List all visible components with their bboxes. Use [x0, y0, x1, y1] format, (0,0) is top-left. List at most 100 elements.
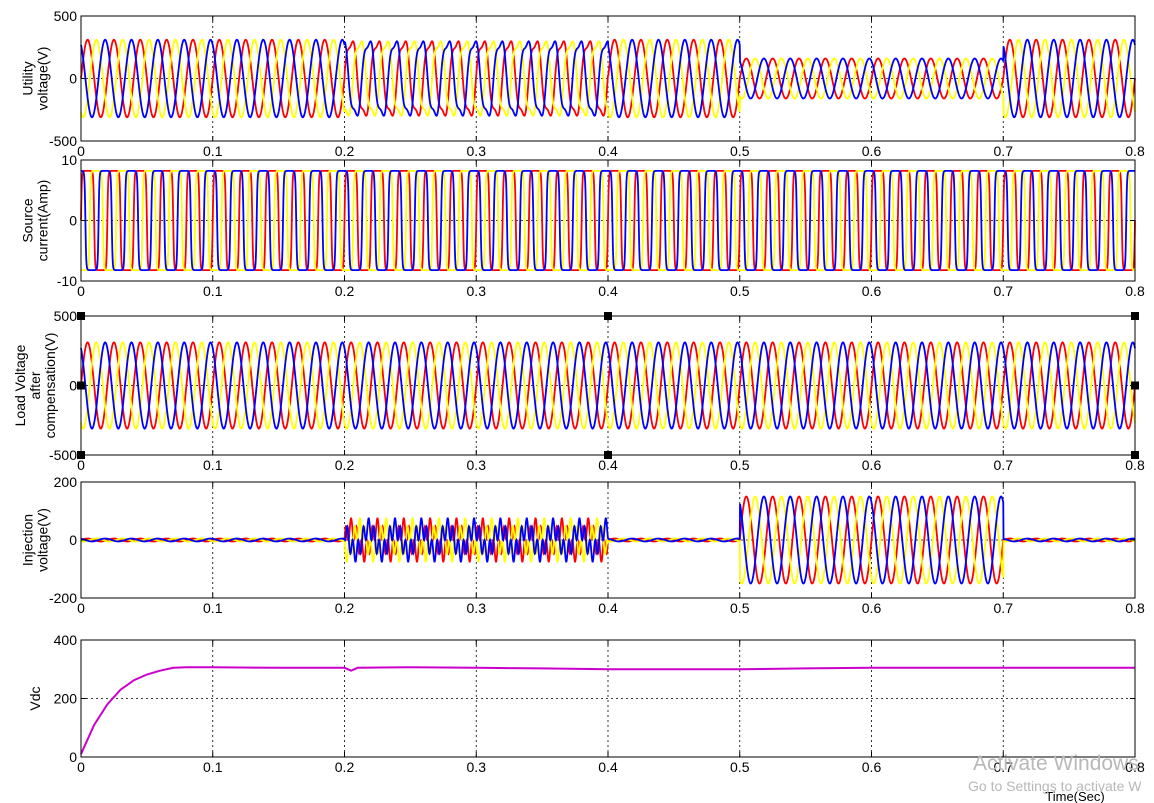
- traces: [80, 495, 1136, 585]
- y-tick-label: 0: [69, 213, 77, 229]
- y-axis-label: Vdc: [27, 686, 43, 710]
- x-tick-label: 0.4: [598, 457, 618, 473]
- x-tick-label: 0.5: [730, 283, 750, 299]
- y-tick-label: -500: [49, 133, 77, 149]
- y-tick-label: 0: [69, 378, 77, 394]
- series-line-3: [80, 341, 1136, 430]
- x-tick-label: 0.4: [598, 143, 618, 159]
- x-tick-label: 0.5: [730, 143, 750, 159]
- x-tick-label: 0.2: [335, 457, 355, 473]
- x-tick-label: 0.5: [730, 759, 750, 775]
- series-line-1: [80, 38, 1136, 119]
- x-tick-label: 0.8: [1125, 283, 1145, 299]
- traces: [80, 341, 1136, 430]
- series-line-2: [80, 495, 1136, 585]
- selection-handle[interactable]: [1131, 312, 1139, 320]
- x-tick-label: 0.4: [598, 283, 618, 299]
- x-tick-label: 0.2: [335, 600, 355, 616]
- x-tick-label: 0.7: [994, 759, 1014, 775]
- panel-5: 0 0.1 0.2 0.3 0.4 0.5 0.6 0.7 0.8 0 200 400 Vdc Time(…: [27, 632, 1145, 803]
- x-tick-label: 0.3: [467, 143, 487, 159]
- x-tick-label: 0.5: [730, 457, 750, 473]
- series-line-3: [80, 38, 1136, 119]
- series-line-2: [80, 38, 1136, 119]
- x-tick-label: 0.1: [203, 143, 223, 159]
- y-tick-label: 500: [54, 8, 78, 24]
- selection-handle[interactable]: [1131, 381, 1139, 390]
- series-line-1: [80, 341, 1136, 430]
- x-tick-label: 0.1: [203, 457, 223, 473]
- x-tick-label: 0.6: [862, 759, 882, 775]
- selection-handle[interactable]: [77, 312, 85, 320]
- series-line-2: [80, 169, 1135, 272]
- x-tick-label: 0.5: [730, 600, 750, 616]
- y-tick-label: 500: [54, 308, 78, 324]
- x-tick-label: 0.8: [1125, 143, 1145, 159]
- y-axis-label: Sourcecurrent(Amp): [20, 180, 51, 262]
- selection-handles[interactable]: [77, 312, 1139, 459]
- x-tick-label: 0.3: [467, 283, 487, 299]
- x-tick-label: 0.6: [862, 143, 882, 159]
- x-tick-label: 0.7: [994, 600, 1014, 616]
- watermark-line-2: Go to Settings to activate W: [968, 778, 1142, 794]
- panel-4: 0 0.1 0.2 0.3 0.4 0.5 0.6 0.7 0.8-2000200Injecti…: [20, 474, 1145, 616]
- selection-handle[interactable]: [604, 312, 612, 320]
- x-tick-label: 0.2: [335, 759, 355, 775]
- y-tick-label: 0: [69, 71, 77, 87]
- x-tick-label: 0.1: [203, 283, 223, 299]
- x-tick-label: 0.8: [1125, 600, 1145, 616]
- y-tick-label: 10: [61, 152, 77, 168]
- x-tick-label: 0: [77, 600, 85, 616]
- y-tick-label: -200: [49, 590, 77, 606]
- selection-handle[interactable]: [604, 451, 612, 459]
- series-line-2: [80, 341, 1136, 430]
- x-tick-label: 0.1: [203, 600, 223, 616]
- x-tick-label: 0.7: [994, 283, 1014, 299]
- selection-handle[interactable]: [1131, 451, 1139, 459]
- x-tick-label: 0.7: [994, 143, 1014, 159]
- y-tick-label: 0: [69, 749, 77, 765]
- x-tick-label: 0.3: [467, 457, 487, 473]
- series-line-1: [80, 169, 1136, 272]
- x-tick-label: 0: [77, 283, 85, 299]
- watermark-line-1: Activate Windows: [973, 752, 1139, 775]
- selection-handle[interactable]: [77, 381, 85, 390]
- panel-1: 0 0.1 0.2 0.3 0.4 0.5 0.6 0.7 0.8-5000500Utility…: [20, 8, 1145, 159]
- selection-handle[interactable]: [77, 451, 85, 459]
- x-tick-label: 0: [77, 457, 85, 473]
- series-line-3: [80, 495, 1136, 585]
- series-line-3: [81, 169, 1136, 272]
- x-tick-label: 0.1: [203, 759, 223, 775]
- y-axis-label: Utilityvoltage(V): [20, 47, 51, 111]
- y-tick-label: 200: [54, 691, 78, 707]
- x-tick-label: 0.4: [598, 600, 618, 616]
- y-tick-label: 200: [54, 474, 78, 490]
- panel-2: 0 0.1 0.2 0.3 0.4 0.5 0.6 0.7 0.8-10010Sourcecur…: [20, 152, 1145, 299]
- y-tick-label: -500: [49, 447, 77, 463]
- x-tick-label: 0.4: [598, 759, 618, 775]
- y-tick-label: 400: [54, 632, 78, 648]
- x-tick-label: 0.2: [335, 143, 355, 159]
- x-tick-label: 0.3: [467, 759, 487, 775]
- y-axis-label: Load Voltageaftercompensation(V): [12, 333, 58, 439]
- x-axis-label: Time(Sec): [1045, 789, 1104, 803]
- x-tick-label: 0.6: [862, 600, 882, 616]
- x-tick-label: 0.8: [1125, 457, 1145, 473]
- x-tick-label: 0.8: [1125, 759, 1145, 775]
- x-tick-label: 0.7: [994, 457, 1014, 473]
- series-line-1: [80, 666, 1135, 755]
- y-tick-label: -10: [57, 273, 77, 289]
- traces: [80, 38, 1136, 119]
- y-tick-label: 0: [69, 532, 77, 548]
- x-tick-label: 0.3: [467, 600, 487, 616]
- traces: [80, 169, 1136, 272]
- x-tick-label: 0: [77, 759, 85, 775]
- x-tick-label: 0.6: [862, 283, 882, 299]
- y-axis-label: Injectionvoltage(V): [20, 508, 51, 572]
- traces: [80, 666, 1135, 755]
- x-tick-label: 0.6: [862, 457, 882, 473]
- x-tick-label: 0: [77, 143, 85, 159]
- x-tick-label: 0.2: [335, 283, 355, 299]
